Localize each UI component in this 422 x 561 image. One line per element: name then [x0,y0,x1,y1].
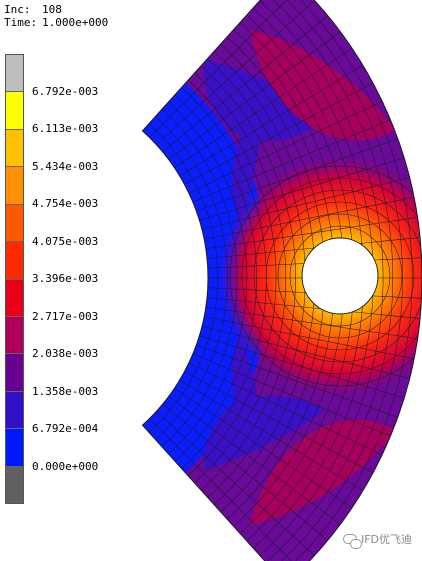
indigo-blotch [204,395,325,470]
legend-swatch [6,354,23,392]
mesh-radial [168,396,341,525]
mesh-radial [168,31,341,160]
mesh-radial [184,371,374,474]
legend-swatch [6,129,23,168]
legend-tick-label: 2.038e-003 [32,347,99,360]
legend-swatch [6,316,23,355]
legend-tick-label: 6.792e-003 [32,84,99,98]
mesh-radial [179,379,364,491]
mesh-radial [174,48,353,168]
mesh-radial [205,217,418,250]
mesh-radial [192,353,391,437]
wechat-icon [342,534,362,549]
mesh-ring [277,213,403,339]
mesh-ring [253,189,422,363]
legend-tick-label: 4.754e-003 [32,197,99,210]
legend-swatch [6,167,23,205]
time-value: 1.000e+000 [42,16,109,29]
mesh-radial [162,403,328,541]
mesh-radial [156,411,315,556]
color-legend-bar [5,54,24,504]
mesh-ring [229,165,422,387]
mesh-radial [149,418,301,561]
mesh-radial [188,100,383,194]
indigo-blotch [204,60,325,141]
legend-tick-label: 0.000e+000 [32,459,99,473]
inc-value: 108 [42,3,62,16]
legend-tick-label: 6.792e-004 [32,422,99,435]
mesh-radial [188,362,383,456]
mesh-radial [205,306,418,339]
sector-outline [141,0,422,561]
inc-label: Inc: [4,3,31,16]
mesh-radial [174,388,353,508]
mesh-radial [184,82,374,185]
legend-tick-label: 5.434e-003 [32,159,99,173]
center-hole [301,237,379,315]
legend-swatch [6,204,23,243]
legend-swatch [6,92,23,130]
mesh-radial [207,297,421,319]
mesh-radial [199,157,405,221]
legend-swatch [6,429,23,467]
legend-swatch [6,466,23,504]
mesh-radial [196,344,398,418]
legend-swatch [6,391,23,430]
mesh-radial [204,316,415,359]
legend-tick-label: 4.075e-003 [32,234,99,248]
legend-swatch [6,55,23,93]
mesh-radial [201,177,410,230]
mesh-ring [241,177,422,375]
mesh-radial [201,326,410,379]
mesh-ring [265,201,415,351]
mesh-radial [199,335,405,399]
crimson-blotch [250,30,395,141]
legend-swatch [6,242,23,280]
mesh-radial [207,237,421,259]
mesh-radial [162,15,328,153]
increment-header: Inc: 108 Time: 1.000e+000 [4,3,108,29]
mesh-ring [289,225,391,327]
legend-swatch [6,279,23,317]
legend-tick-label: 6.113e-003 [32,122,99,135]
mesh-radial [149,0,301,138]
time-label: Time: [4,16,38,29]
watermark-text: IFD优飞迪 [360,533,412,546]
legend-tick-label: 2.717e-003 [32,309,99,323]
mesh-radial [179,65,364,177]
legend-tick-label: 3.396e-003 [32,272,99,285]
mesh-radial [192,119,391,203]
watermark: IFD优飞迪 [342,531,412,549]
mesh-radial [156,0,315,145]
legend-tick-label: 1.358e-003 [32,384,99,398]
